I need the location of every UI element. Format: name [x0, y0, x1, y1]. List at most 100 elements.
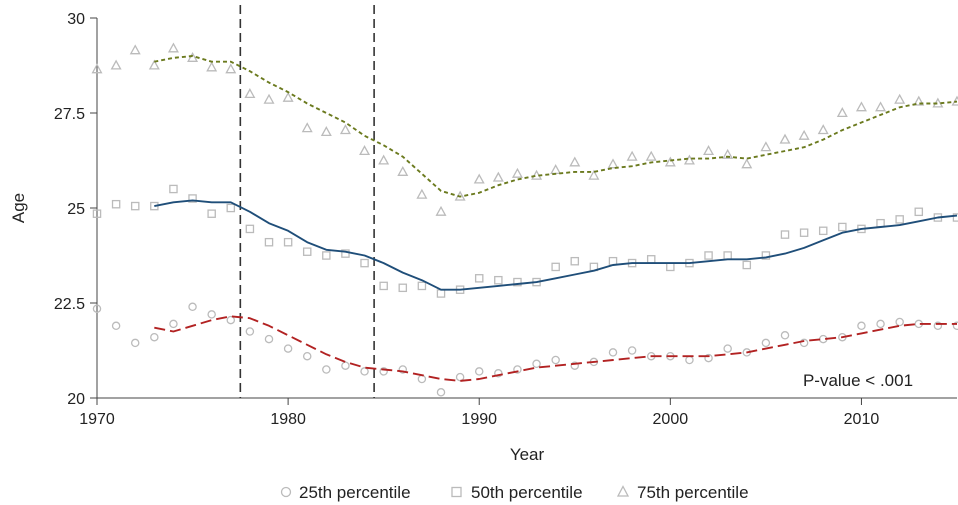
point-50th: [245, 224, 255, 234]
point-75th: [263, 93, 275, 104]
point-75th: [588, 169, 600, 180]
legend-label-25th: 25th percentile: [299, 483, 411, 502]
point-75th: [683, 154, 695, 165]
y-tick-label: 25: [67, 201, 85, 218]
point-75th: [397, 165, 409, 176]
point-75th: [779, 133, 791, 144]
point-25th: [761, 338, 771, 348]
y-axis-title: Age: [9, 193, 28, 223]
point-75th: [167, 42, 179, 53]
point-50th: [302, 247, 312, 256]
x-tick-label: 1970: [79, 411, 115, 428]
point-75th: [645, 150, 657, 161]
point-75th: [569, 156, 581, 167]
point-75th: [703, 145, 715, 156]
point-25th: [895, 317, 904, 327]
point-25th: [245, 327, 255, 336]
point-75th: [875, 101, 887, 112]
point-25th: [226, 315, 236, 325]
point-25th: [398, 365, 408, 374]
x-axis-title: Year: [510, 445, 545, 464]
y-tick-label: 22.5: [54, 296, 85, 313]
legend-triangle-marker: [616, 485, 630, 497]
point-50th: [838, 222, 847, 232]
point-25th: [570, 361, 580, 370]
point-25th: [188, 302, 197, 312]
point-75th: [798, 129, 810, 140]
point-75th: [741, 158, 753, 169]
point-50th: [226, 203, 236, 213]
p-value-annotation: P-value < .001: [803, 371, 913, 390]
point-50th: [646, 255, 656, 264]
point-50th: [704, 251, 713, 260]
point-25th: [169, 319, 178, 329]
point-75th: [836, 107, 848, 118]
point-25th: [455, 372, 465, 382]
point-25th: [302, 351, 312, 361]
point-25th: [283, 344, 293, 353]
trend-lines: [154, 55, 958, 382]
point-25th: [360, 367, 369, 376]
point-75th: [817, 124, 829, 135]
point-50th: [494, 275, 503, 285]
point-50th: [799, 228, 809, 237]
point-25th: [799, 338, 809, 348]
axes: 20 22.5 25 27.5 30 1970 1980 1990 2000 2010: [54, 11, 957, 428]
point-75th: [913, 95, 925, 106]
point-75th: [511, 167, 523, 178]
point-50th: [264, 237, 274, 247]
point-25th: [207, 310, 216, 319]
point-50th: [570, 256, 580, 266]
reference-lines: [239, 5, 375, 398]
point-75th: [855, 101, 867, 112]
legend-square-marker: [451, 486, 462, 498]
point-50th: [780, 230, 790, 239]
point-75th: [244, 88, 256, 99]
point-50th: [169, 184, 178, 194]
point-25th: [608, 348, 618, 357]
point-50th: [207, 209, 216, 218]
point-25th: [322, 365, 331, 374]
point-50th: [551, 262, 560, 272]
legend-circle-marker: [280, 486, 292, 498]
point-25th: [111, 321, 121, 331]
point-25th: [723, 344, 732, 353]
point-50th: [952, 213, 958, 222]
point-25th: [264, 334, 274, 344]
point-25th: [417, 374, 427, 384]
point-25th: [627, 346, 637, 355]
point-50th: [818, 226, 828, 236]
legend: 25th percentile 50th percentile 75th per…: [280, 483, 749, 502]
trend-line-75th: [154, 55, 958, 198]
point-50th: [895, 215, 904, 224]
point-25th: [876, 319, 885, 329]
point-50th: [474, 274, 484, 283]
point-75th: [148, 59, 160, 70]
point-25th: [933, 321, 943, 331]
trend-line-25th: [154, 315, 957, 382]
point-75th: [320, 126, 332, 137]
point-50th: [914, 207, 924, 217]
point-50th: [360, 258, 369, 268]
point-50th: [723, 251, 732, 260]
point-75th: [110, 59, 122, 70]
x-tick-label: 1990: [461, 411, 497, 428]
point-50th: [188, 194, 197, 203]
point-75th: [378, 154, 390, 165]
point-75th: [473, 173, 485, 184]
legend-label-75th: 75th percentile: [637, 483, 749, 502]
legend-label-50th: 50th percentile: [471, 483, 583, 502]
point-50th: [322, 251, 331, 260]
point-25th: [494, 369, 503, 378]
point-75th: [187, 51, 199, 62]
point-25th: [532, 359, 541, 369]
point-25th: [952, 321, 958, 331]
point-50th: [283, 237, 293, 247]
point-50th: [379, 281, 388, 291]
point-75th: [416, 188, 428, 199]
point-25th: [685, 355, 694, 365]
point-25th: [379, 367, 388, 376]
point-75th: [225, 63, 237, 74]
point-75th: [339, 124, 351, 135]
point-25th: [130, 338, 140, 348]
